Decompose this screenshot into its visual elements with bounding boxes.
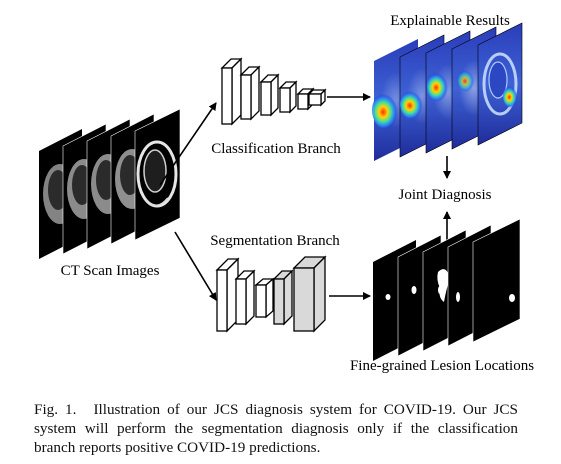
mask-slice xyxy=(472,218,521,343)
fine-grained-label: Fine-grained Lesion Locations xyxy=(350,358,534,374)
seg-block xyxy=(292,255,327,333)
arrow-to-classification xyxy=(159,102,217,186)
encoder-block xyxy=(259,73,280,117)
encoder-block xyxy=(307,88,327,107)
lesion-mask-stack xyxy=(373,218,521,361)
joint-diagnosis-label: Joint Diagnosis xyxy=(399,187,492,203)
figure-caption: Fig. 1. Illustration of our JCS diagnosi… xyxy=(34,400,518,457)
encoder-block xyxy=(278,80,298,114)
seg-block xyxy=(215,257,240,333)
ct-scan-images-label: CT Scan Images xyxy=(61,263,160,279)
caption-text: Illustration of our JCS diagnosis system… xyxy=(34,401,518,456)
seg-block xyxy=(234,269,256,326)
classification-encoder xyxy=(220,57,327,126)
figure-number: Fig. 1. xyxy=(34,401,77,418)
seg-block xyxy=(254,277,275,319)
seg-block xyxy=(272,269,294,326)
classification-branch-label: Classification Branch xyxy=(211,141,341,157)
ct-scan-stack xyxy=(39,108,181,259)
segmentation-network xyxy=(215,255,327,333)
encoder-block xyxy=(239,65,261,121)
heatmap-slice xyxy=(477,22,523,146)
segmentation-branch-label: Segmentation Branch xyxy=(210,233,340,249)
explainable-results-label: Explainable Results xyxy=(390,13,510,29)
ct-slice xyxy=(134,108,181,241)
encoder-block xyxy=(220,57,243,126)
explainable-heatmap-stack xyxy=(372,22,523,161)
arrow-to-segmentation xyxy=(174,231,217,301)
